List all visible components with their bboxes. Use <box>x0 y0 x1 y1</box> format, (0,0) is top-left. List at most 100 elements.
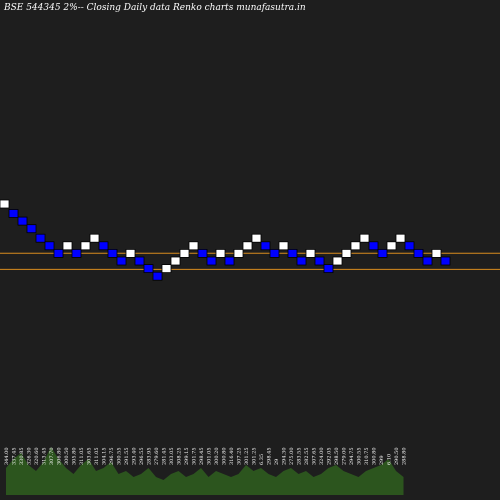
renko-brick-27 <box>242 241 253 251</box>
price-label-23: 308.25 <box>177 448 183 466</box>
price-label-41: 307.65 <box>312 448 318 466</box>
renko-brick-11 <box>98 241 109 251</box>
price-label-22: 303.05 <box>169 448 175 466</box>
price-label-32: 301.25 <box>244 448 250 466</box>
chart-title: BSE 544345 2%-- Closing Daily data Renko… <box>4 3 306 13</box>
price-label-13: 304.15 <box>102 448 108 466</box>
price-label-18: 296.55 <box>139 448 145 466</box>
renko-brick-28 <box>251 233 262 243</box>
price-label-39: 283.55 <box>297 448 303 466</box>
renko-brick-24 <box>215 248 226 258</box>
renko-brick-42 <box>377 248 388 258</box>
renko-brick-40 <box>359 233 370 243</box>
price-label-25: 301.75 <box>192 448 198 466</box>
volume-area-layer <box>6 447 404 495</box>
renko-brick-36 <box>323 264 334 274</box>
renko-brick-37 <box>332 256 343 266</box>
price-label-50: 299 <box>379 455 385 465</box>
price-label-34: 6.35 <box>259 454 265 465</box>
renko-brick-0 <box>0 199 10 209</box>
renko-brick-35 <box>314 256 325 266</box>
price-label-7: 306.80 <box>57 448 63 466</box>
renko-brick-33 <box>296 256 307 266</box>
renko-brick-45 <box>404 241 415 251</box>
price-label-16: 291.55 <box>124 448 130 466</box>
price-label-37: 294.30 <box>282 448 288 466</box>
renko-brick-21 <box>188 241 199 251</box>
renko-brick-31 <box>278 241 289 251</box>
price-label-33: 301.25 <box>252 448 258 466</box>
renko-brick-15 <box>134 256 145 266</box>
price-label-28: 300.20 <box>214 448 220 466</box>
renko-brick-4 <box>35 233 46 243</box>
renko-brick-7 <box>62 241 73 251</box>
price-label-40: 282.55 <box>304 448 310 466</box>
price-label-35: 298.45 <box>267 448 273 466</box>
renko-brick-1 <box>8 209 19 218</box>
renko-brick-34 <box>305 248 316 258</box>
renko-brick-2 <box>17 216 28 226</box>
price-label-29: 300.80 <box>222 448 228 466</box>
renko-brick-3 <box>26 224 37 234</box>
renko-brick-17 <box>152 271 163 281</box>
renko-brick-43 <box>386 241 397 251</box>
price-label-11: 303.65 <box>87 448 93 466</box>
volume-area <box>6 447 404 495</box>
price-label-26: 298.45 <box>199 448 205 466</box>
price-label-14: 296.75 <box>109 448 115 466</box>
renko-brick-5 <box>44 241 55 251</box>
price-label-27: 301.05 <box>207 448 213 466</box>
renko-brick-32 <box>287 248 298 258</box>
price-label-48: 310.75 <box>364 448 370 466</box>
price-label-10: 311.05 <box>79 448 85 466</box>
price-label-19: 283.95 <box>147 448 153 466</box>
bricks-layer <box>0 199 451 281</box>
price-label-49: 300.80 <box>372 448 378 466</box>
renko-brick-39 <box>350 241 361 251</box>
price-label-42: 324.00 <box>319 448 325 466</box>
renko-brick-6 <box>53 248 64 258</box>
price-label-24: 299.15 <box>184 448 190 466</box>
price-label-36: 29 <box>274 459 280 465</box>
renko-brick-44 <box>395 233 406 243</box>
renko-brick-16 <box>143 264 154 274</box>
renko-brick-41 <box>368 241 379 251</box>
price-label-9: 305.80 <box>72 448 78 466</box>
renko-brick-10 <box>89 233 100 243</box>
renko-brick-48 <box>431 248 442 258</box>
renko-brick-18 <box>161 264 172 274</box>
price-label-51: 6.10 <box>387 454 393 465</box>
price-label-6: 307.70 <box>49 448 55 466</box>
renko-brick-30 <box>269 248 280 258</box>
price-label-4: 320.60 <box>34 448 40 466</box>
renko-brick-9 <box>80 241 91 251</box>
price-label-38: 275.00 <box>289 448 295 466</box>
price-label-30: 316.40 <box>229 448 235 466</box>
price-label-17: 293.40 <box>132 448 138 466</box>
renko-brick-20 <box>179 248 190 258</box>
renko-brick-47 <box>422 256 433 266</box>
renko-brick-13 <box>116 256 127 266</box>
price-label-0: 344.00 <box>4 448 10 466</box>
price-label-20: 279.60 <box>154 448 160 466</box>
renko-brick-22 <box>197 248 208 258</box>
price-label-8: 300.50 <box>64 448 70 466</box>
price-label-47: 300.55 <box>357 448 363 466</box>
renko-brick-12 <box>107 248 118 258</box>
renko-brick-38 <box>341 248 352 258</box>
renko-brick-49 <box>440 256 451 266</box>
renko-brick-46 <box>413 248 424 258</box>
renko-brick-19 <box>170 256 181 266</box>
price-labels-layer: 344.00 337.45 330.85 326.30 320.60 313.45 307.… <box>4 448 408 466</box>
renko-brick-29 <box>260 241 271 251</box>
price-label-43: 292.05 <box>327 448 333 466</box>
price-label-52: 290.50 <box>394 448 400 466</box>
price-label-12: 311.05 <box>94 448 100 466</box>
price-label-5: 313.45 <box>42 448 48 466</box>
renko-brick-8 <box>71 248 82 258</box>
renko-brick-25 <box>224 256 235 266</box>
price-label-15: 300.55 <box>117 448 123 466</box>
price-label-31: 307.25 <box>237 448 243 466</box>
